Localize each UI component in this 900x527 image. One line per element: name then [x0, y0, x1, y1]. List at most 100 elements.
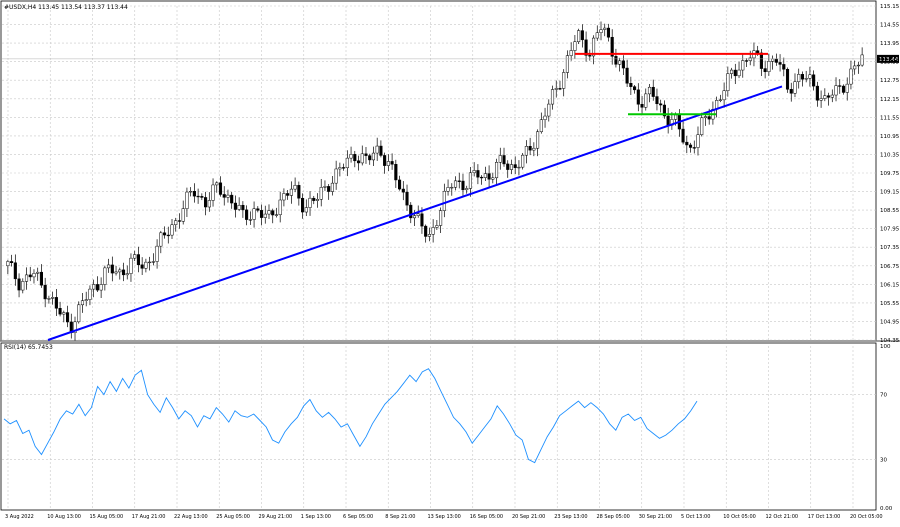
time-tick-label: 25 Aug 05:00	[216, 514, 250, 520]
candle-body	[737, 69, 741, 77]
candle-body	[315, 199, 320, 201]
candle-body	[849, 68, 853, 85]
price-tick-label: 106.15	[880, 282, 900, 288]
candle-body	[763, 68, 767, 72]
candle-body	[312, 197, 316, 201]
candle-body	[506, 163, 510, 170]
candle-body	[263, 213, 267, 218]
candle-body	[248, 219, 252, 221]
candle-body	[808, 74, 812, 79]
candle-body	[841, 85, 846, 93]
price-series-layer	[6, 21, 864, 341]
candle-body	[666, 115, 670, 126]
candle-body	[476, 170, 480, 178]
candle-body	[140, 264, 144, 269]
candle-body	[345, 157, 349, 169]
time-tick-label: 28 Sep 05:00	[596, 514, 629, 520]
candle-body	[133, 254, 137, 259]
candle-body	[412, 215, 417, 219]
candle-body	[356, 160, 361, 164]
candle-body	[17, 278, 21, 291]
candle-body	[200, 196, 204, 198]
candle-body	[409, 204, 413, 219]
candle-body	[521, 154, 525, 168]
time-tick-label: 12 Oct 21:00	[765, 514, 798, 520]
candle-body	[483, 173, 487, 178]
candle-body	[371, 152, 376, 161]
annotation-layer: 113.44	[2, 52, 899, 341]
candle-body	[334, 168, 338, 184]
candle-body	[565, 55, 569, 73]
rsi-layer	[2, 368, 876, 464]
candle-body	[722, 90, 726, 101]
candle-body	[259, 210, 264, 218]
candle-body	[24, 274, 29, 282]
rsi-line	[3, 368, 698, 464]
price-tick-label: 105.55	[880, 301, 900, 307]
candle-body	[827, 95, 831, 98]
candle-body	[383, 155, 387, 166]
candle-body	[207, 200, 211, 208]
candle-body	[342, 167, 346, 169]
candle-body	[327, 186, 331, 192]
candle-body	[189, 191, 193, 193]
candle-body	[472, 170, 476, 174]
candle-body	[319, 187, 323, 200]
candle-body	[647, 86, 652, 95]
candle-body	[730, 69, 734, 74]
candle-body	[494, 162, 499, 179]
candle-body	[838, 85, 842, 87]
candle-body	[162, 232, 167, 236]
candle-body	[103, 267, 107, 285]
candle-body	[136, 254, 140, 266]
candle-body	[580, 30, 584, 41]
price-tick-label: 112.15	[880, 97, 900, 103]
candle-body	[110, 264, 114, 274]
candle-body	[819, 98, 823, 101]
candle-body	[636, 89, 640, 105]
candle-body	[252, 208, 256, 220]
candle-body	[349, 154, 353, 159]
time-tick-label: 6 Sep 05:00	[343, 514, 373, 520]
price-tick-label: 110.35	[880, 152, 900, 158]
candle-body	[733, 69, 737, 77]
candle-body	[405, 191, 409, 206]
price-tick-label: 113.95	[880, 41, 900, 47]
candle-body	[215, 182, 219, 186]
candle-body	[218, 182, 223, 195]
blue-trendline	[47, 85, 783, 341]
candle-body	[606, 27, 611, 38]
candle-body	[233, 202, 237, 210]
candle-body	[480, 176, 484, 179]
candle-body	[498, 155, 502, 163]
candle-body	[524, 146, 528, 156]
price-tick-label: 112.75	[880, 78, 900, 84]
candle-body	[144, 261, 148, 269]
candle-body	[674, 114, 678, 120]
candle-body	[398, 179, 402, 190]
rsi-header-text: RSI(14) 65.7453	[4, 344, 53, 351]
time-tick-label: 30 Sep 21:00	[639, 514, 672, 520]
rsi-tick-label: 100	[880, 344, 891, 350]
price-tick-label: 114.55	[880, 23, 900, 29]
time-tick-label: 22 Aug 13:00	[174, 514, 208, 520]
candle-body	[812, 74, 816, 87]
time-tick-label: 13 Sep 13:00	[427, 514, 460, 520]
price-tick-label: 104.95	[880, 319, 900, 325]
candle-body	[633, 86, 637, 91]
price-tick-label: 104.35	[880, 338, 900, 344]
main-pane-frame	[0, 0, 877, 342]
price-tick-label: 110.95	[880, 134, 900, 140]
candle-body	[289, 188, 293, 196]
candle-body	[386, 161, 390, 166]
candle-body	[774, 58, 778, 63]
candle-body	[767, 61, 771, 72]
price-tick-label: 108.55	[880, 208, 900, 214]
candle-body	[513, 164, 517, 168]
candle-body	[245, 209, 249, 220]
candle-body	[700, 117, 704, 135]
candle-body	[528, 146, 532, 151]
candle-body	[573, 41, 577, 51]
candle-body	[789, 89, 793, 94]
candle-body	[450, 186, 454, 189]
